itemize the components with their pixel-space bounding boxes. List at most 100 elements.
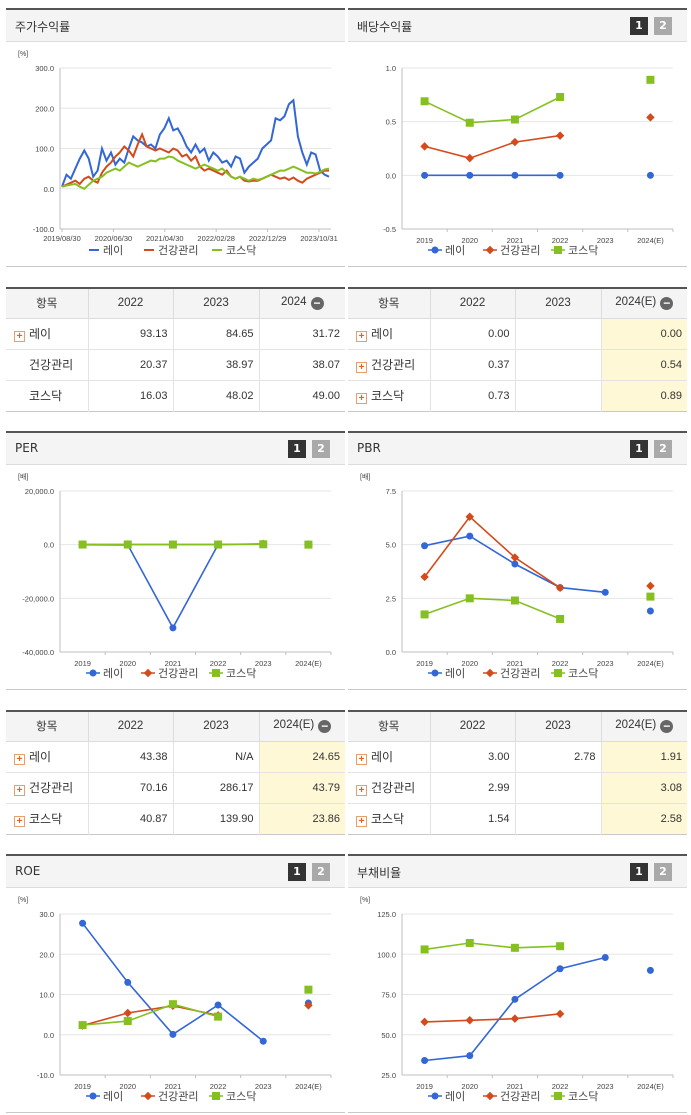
legend-label-kosdaq: 코스닥: [568, 1090, 598, 1103]
x-tick-label: 2020: [461, 1082, 478, 1091]
value-cell: 20.37: [88, 349, 174, 381]
panel-title: 배당수익률: [357, 20, 413, 34]
data-point-kosdaq: [304, 985, 313, 994]
y-unit-label: [%]: [360, 897, 370, 904]
x-tick-label: 2022/02/28: [197, 234, 235, 243]
roe-panel: ROE 1 2 [%] 30.0 20.0 10.0 0.0 -10.0 2019 2020 2…: [6, 854, 345, 1113]
data-point-kosdaq: [420, 945, 429, 954]
collapse-icon[interactable]: −: [660, 297, 674, 311]
data-point-kosdaq: [78, 540, 87, 549]
legend-marker-kosdaq: [554, 1092, 562, 1100]
header-year: 2022: [88, 288, 174, 319]
stock-return-table: 항목 2022 2023 2024− + 레이 93.13 84.65 31.72 건강관리 20.…: [6, 287, 345, 412]
data-point-rei: [421, 171, 429, 179]
value-cell: 16.03: [88, 380, 174, 411]
expand-plus-icon[interactable]: +: [356, 754, 367, 765]
header-label: 2024(E): [615, 296, 657, 309]
data-point-rei: [601, 588, 609, 596]
series-line-kosdaq: [424, 942, 561, 951]
panel-title: PBR: [357, 441, 381, 455]
expand-plus-icon[interactable]: +: [356, 816, 367, 827]
legend-marker-kosdaq: [554, 669, 562, 677]
x-tick-label: 2022: [552, 1082, 569, 1091]
value-cell: 3.00: [430, 741, 516, 773]
table-row: 건강관리 20.37 38.97 38.07: [6, 349, 345, 381]
data-point-rei: [511, 560, 519, 568]
expand-plus-icon[interactable]: +: [14, 331, 25, 342]
series-line-rei: [61, 98, 330, 188]
expand-plus-icon[interactable]: +: [14, 754, 25, 765]
page-2-button[interactable]: 2: [654, 440, 672, 458]
page-1-button[interactable]: 1: [288, 863, 306, 881]
collapse-icon[interactable]: −: [310, 297, 324, 311]
expand-plus-icon[interactable]: +: [356, 362, 367, 373]
y-tick-label: 2.5: [386, 594, 396, 603]
y-tick-label: 50.0: [381, 1031, 396, 1040]
header-year: 2023: [173, 711, 260, 742]
value-cell: [515, 380, 602, 411]
legend-label-rei: 레이: [103, 667, 123, 680]
data-point-rei: [79, 919, 87, 927]
x-tick-label: 2019: [416, 659, 433, 668]
data-point-rei: [214, 1001, 222, 1009]
series-line-health: [61, 131, 329, 188]
data-point-rei: [169, 1030, 177, 1038]
header-label: 2023: [545, 720, 571, 733]
data-point-kosdaq: [510, 596, 519, 605]
x-tick-label: 2024(E): [637, 236, 664, 245]
data-point-rei: [466, 171, 474, 179]
series-line-kosdaq: [424, 96, 561, 124]
page-2-button[interactable]: 2: [654, 17, 672, 35]
value-cell: 0.00: [601, 318, 687, 350]
table-row: + 레이 93.13 84.65 31.72: [6, 318, 345, 350]
header-year: 2022: [430, 288, 516, 319]
page-2-button[interactable]: 2: [654, 863, 672, 881]
header-year: 2024(E) −: [601, 288, 687, 319]
panel-title: PER: [15, 441, 39, 455]
page-2-button[interactable]: 2: [312, 863, 330, 881]
table-row: + 레이 43.38 N/A 24.65: [6, 741, 345, 773]
data-point-health: [510, 137, 520, 147]
expand-plus-icon[interactable]: +: [356, 393, 367, 404]
value-cell: 93.13: [88, 318, 174, 350]
data-point-health: [510, 1014, 520, 1023]
panel-header: PER 1 2: [6, 433, 345, 465]
row-name: 건강관리: [371, 781, 416, 795]
x-tick-label: 2020: [461, 659, 478, 668]
value-cell: 139.90: [173, 803, 260, 834]
x-tick-label: 2022: [210, 659, 227, 668]
legend-marker-rei: [431, 1092, 439, 1100]
page-2-button[interactable]: 2: [312, 440, 330, 458]
page-1-button[interactable]: 1: [288, 440, 306, 458]
data-point-health: [123, 1008, 132, 1018]
page-1-button[interactable]: 1: [630, 440, 648, 458]
data-point-kosdaq: [420, 610, 429, 619]
expand-plus-icon[interactable]: +: [356, 331, 367, 342]
x-tick-label: 2021/04/30: [146, 234, 184, 243]
page-1-button[interactable]: 1: [630, 17, 648, 35]
row-name-cell: + 건강관리: [6, 772, 89, 804]
value-cell: 48.02: [173, 380, 260, 411]
y-tick-label: -40,000.0: [22, 648, 54, 657]
row-name-cell: + 건강관리: [348, 772, 431, 804]
value-cell: 70.16: [88, 772, 174, 804]
page-1-button[interactable]: 1: [630, 863, 648, 881]
collapse-icon[interactable]: −: [660, 720, 674, 734]
row-name-cell: + 건강관리: [348, 349, 431, 381]
expand-plus-icon[interactable]: +: [14, 816, 25, 827]
data-point-rei: [556, 171, 564, 179]
pbr-chart: [배] 7.5 5.0 2.5 0.0 2019 2020 2021 2022 2023 2024(…: [360, 472, 674, 680]
data-point-rei: [259, 1037, 267, 1045]
data-point-rei: [511, 171, 519, 179]
expand-plus-icon[interactable]: +: [14, 785, 25, 796]
y-tick-label: 0.0: [386, 171, 396, 180]
y-unit-label: [배]: [360, 472, 370, 481]
series-line-rei: [81, 922, 264, 1042]
expand-plus-icon[interactable]: +: [356, 785, 367, 796]
header-year: 2024−: [259, 288, 345, 319]
collapse-icon[interactable]: −: [318, 720, 332, 734]
value-cell: 49.00: [312, 389, 340, 402]
data-point-kosdaq: [465, 118, 474, 127]
table-row: 코스닥 16.03 48.02 49.00: [6, 380, 345, 411]
header-label: 2022: [459, 297, 486, 310]
